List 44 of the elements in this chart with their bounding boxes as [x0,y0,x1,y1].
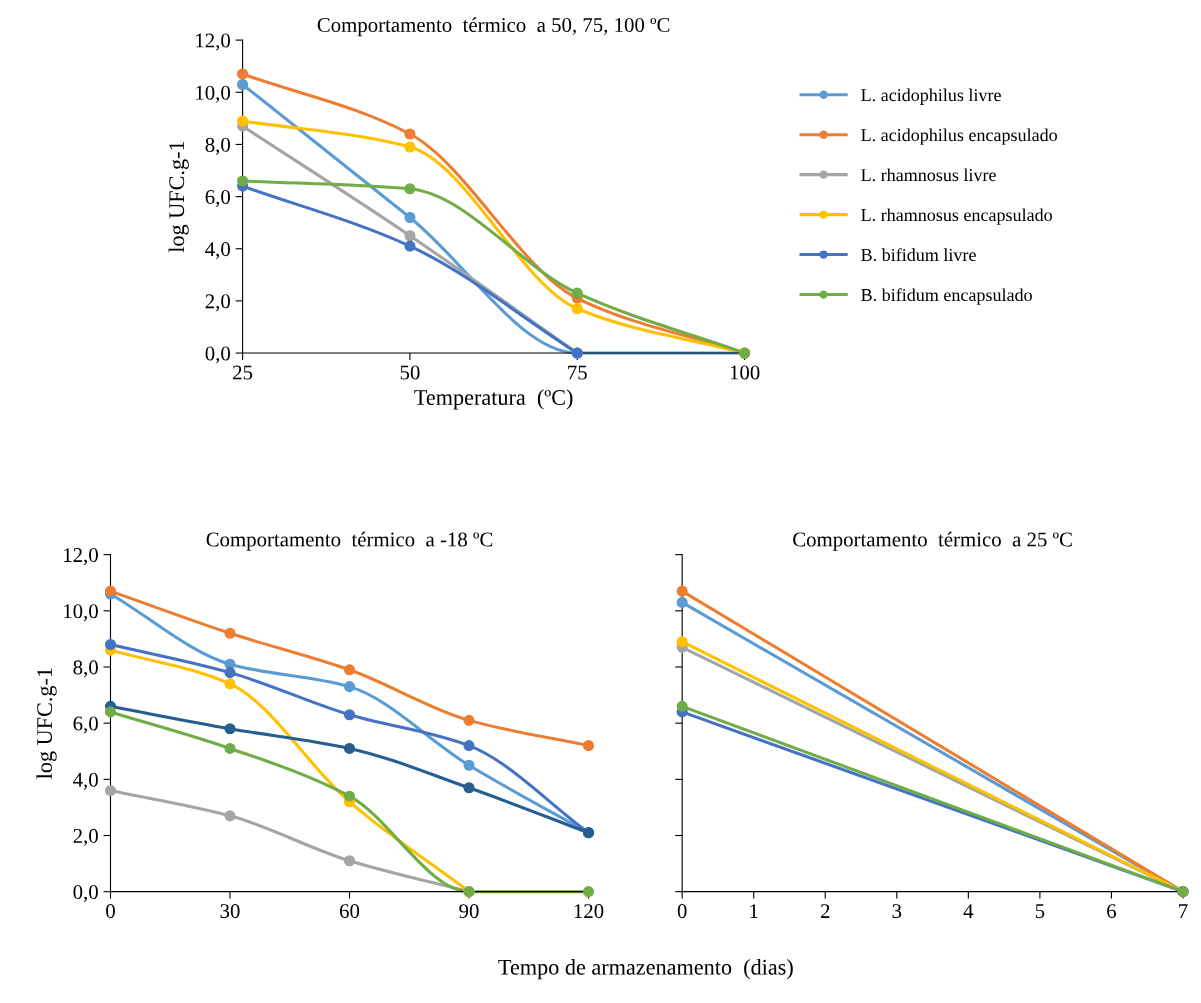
x-tick-label: 0 [677,904,687,919]
x-axis-title: Tempo de armazenamento (dias) [498,959,793,980]
x-tick-label: 60 [339,904,360,919]
x-tick-label: 5 [1035,904,1045,919]
y-tick-label: 8,0 [205,137,230,155]
x-tick-label: 1 [750,904,758,918]
y-tick-label: 0,0 [73,885,98,903]
y-tick-label: 4,0 [73,772,98,790]
y-tick-label: 2,0 [205,294,230,312]
y-tick-label: 8,0 [73,660,98,678]
x-tick-label: 2 [820,904,830,918]
x-tick-label: 75 [568,365,587,380]
x-tick-label: 6 [1107,904,1117,919]
x-tick-label: 25 [233,365,253,380]
chart-title: Comportamento térmico a 25 ºC [793,531,1072,551]
x-tick-label: 0 [106,904,115,919]
y-tick-label: 6,0 [205,189,230,208]
chart-title: Comportamento térmico a -18 ºC [206,531,493,551]
y-tick-label: 6,0 [73,716,98,734]
y-tick-label: 2,0 [73,828,98,846]
legend-label: B. bifidum encapsulado [861,288,1032,305]
y-tick-label: 10,0 [64,604,98,622]
y-tick-label: 12,0 [64,548,98,566]
legend-label: L. rhamnosus livre [861,168,996,182]
x-tick-label: 50 [400,365,420,380]
y-tick-label: 12,0 [196,33,230,51]
x-tick-label: 30 [220,904,240,919]
y-axis-title: log UFC.g-1 [168,141,189,253]
x-tick-label: 100 [730,365,760,380]
x-tick-label: 4 [963,904,974,918]
y-tick-label: 0,0 [205,346,230,364]
x-tick-label: 7 [1179,904,1188,918]
chart-title: Comportamento térmico a 50, 75, 100 ºC [317,17,670,37]
legend-label: L. acidophilus encapsulado [861,128,1057,145]
y-tick-label: 4,0 [205,242,230,260]
x-tick-label: 90 [459,904,479,919]
legend-label: L. acidophilus livre [861,88,1001,105]
legend-label: L. rhamnosus encapsulado [861,208,1052,225]
y-axis-title: log UFC.g-1 [36,668,57,779]
x-axis-title: Temperatura (ºC) [414,389,573,410]
y-tick-label: 10,0 [196,85,230,103]
legend-label: B. bifidum livre [861,248,976,262]
x-tick-label: 120 [574,904,604,919]
x-tick-label: 3 [892,904,902,919]
